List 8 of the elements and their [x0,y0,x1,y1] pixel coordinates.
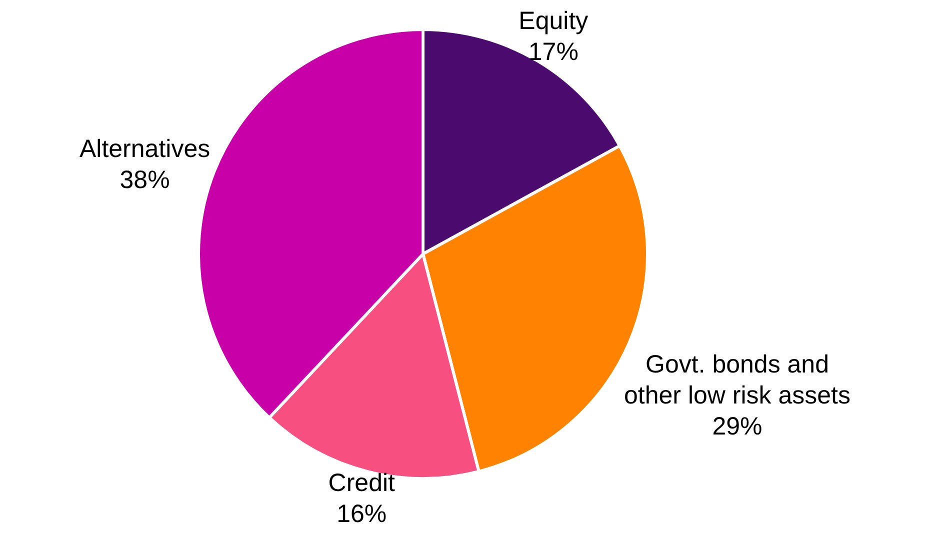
slice-label: Alternatives [79,134,210,163]
data-label: 38% [120,166,170,194]
slice-label: Equity [518,7,589,36]
data-label: 17% [528,38,578,66]
slice-label: Govt. bonds and other low risk assets [624,350,850,410]
data-label: 29% [712,412,762,440]
slice-label: Credit [328,468,396,497]
data-label: 16% [336,500,387,528]
